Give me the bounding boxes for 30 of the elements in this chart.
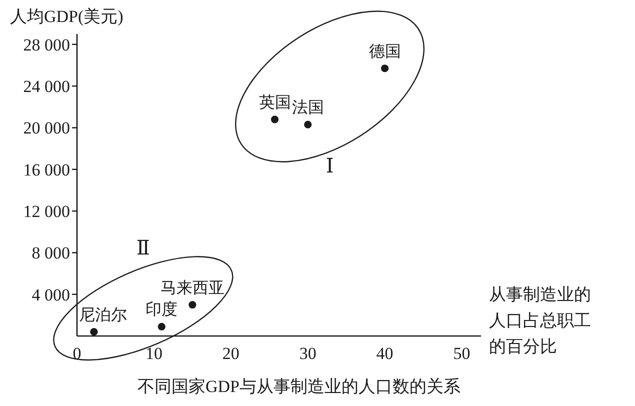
series-label: Ⅰ <box>326 155 334 178</box>
y-tick-label: 8 000 <box>32 244 70 263</box>
y-axis-title: 人均GDP(美元) <box>10 7 124 26</box>
point <box>270 116 279 124</box>
x-tick-label: 40 <box>376 344 394 363</box>
annotation: 印度 <box>146 300 178 319</box>
annotation: 马来西亚 <box>160 278 224 297</box>
text: Ⅱ <box>136 237 150 260</box>
y-tick-label: 24 000 <box>23 77 70 96</box>
annotation: 英国 <box>258 93 291 112</box>
x-tick-label: 30 <box>299 344 316 363</box>
x-axis-title: 从事制造业的人口占总职工的百分比 <box>489 284 592 358</box>
x-tick-label: 0 <box>72 344 82 363</box>
point <box>90 328 98 336</box>
annotation: 法国 <box>292 98 324 117</box>
point <box>188 300 196 309</box>
annotation: 尼泊尔 <box>79 306 127 324</box>
y-tick-label: 12 000 <box>23 202 70 222</box>
point <box>304 120 312 128</box>
x-tick-label: 50 <box>453 344 470 363</box>
y-tick-label: 28 000 <box>23 35 70 54</box>
y-tick-label: 20 000 <box>23 118 70 138</box>
x-tick-label: 20 <box>222 344 240 363</box>
y-tick-label: 4 000 <box>32 285 70 304</box>
point <box>158 322 166 330</box>
annotation: 德国 <box>368 43 401 60</box>
y-tick-label: 16 000 <box>23 160 70 180</box>
x-tick-label: 10 <box>145 344 162 363</box>
text: 不同国家GDP与从事制造业的人口数的关系 <box>137 377 461 396</box>
point <box>381 64 389 72</box>
